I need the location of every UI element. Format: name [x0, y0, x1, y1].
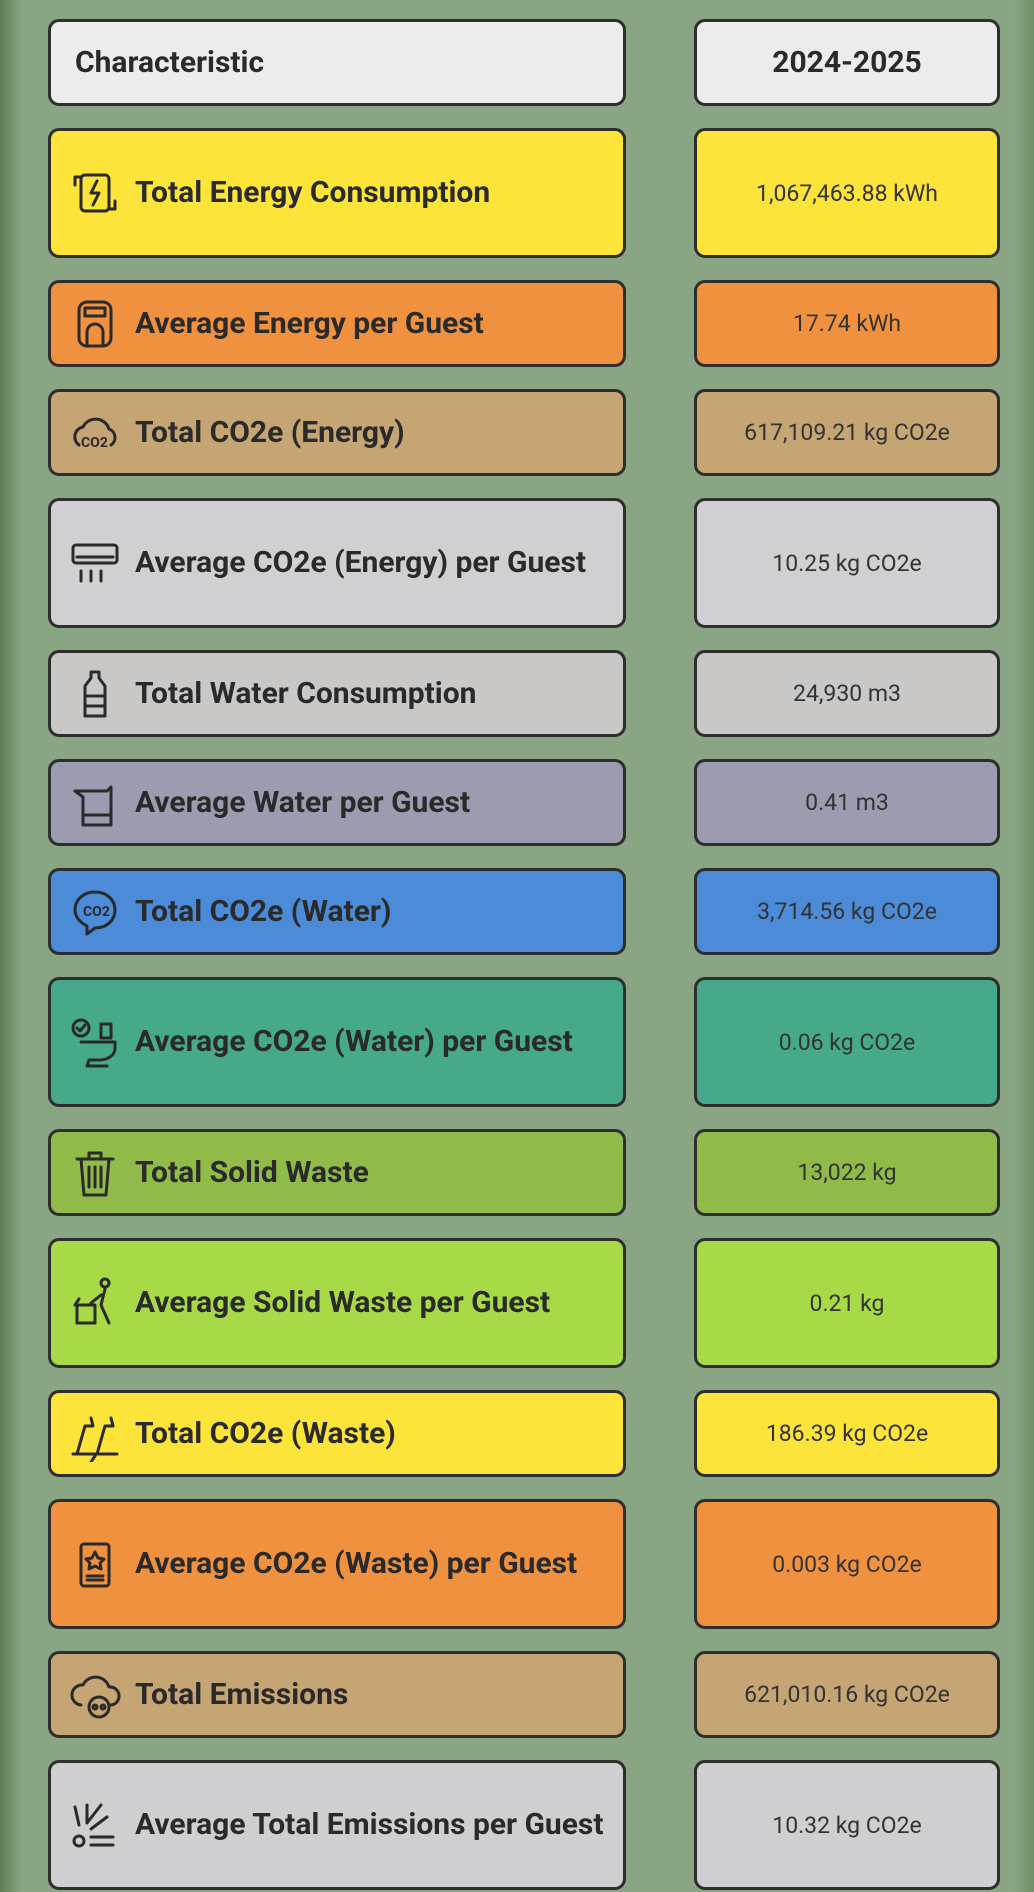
table-row: Total Water Consumption 24,930 m3: [48, 650, 1000, 737]
row-icon: [67, 165, 123, 221]
table-row: Average Water per Guest 0.41 m3: [48, 759, 1000, 846]
value-cell: 10.25 kg CO2e: [694, 498, 1000, 628]
row-icon: [67, 1275, 123, 1331]
value-cell: 0.06 kg CO2e: [694, 977, 1000, 1107]
characteristic-label: Total Water Consumption: [135, 672, 477, 716]
row-icon: [67, 1797, 123, 1853]
table-row: Total Emissions 621,010.16 kg CO2e: [48, 1651, 1000, 1738]
table-row: CO2 Total CO2e (Water) 3,714.56 kg CO2e: [48, 868, 1000, 955]
characteristic-cell: Total Energy Consumption: [48, 128, 626, 258]
value-cell: 3,714.56 kg CO2e: [694, 868, 1000, 955]
row-icon: CO2: [67, 405, 123, 461]
characteristic-cell: Average Water per Guest: [48, 759, 626, 846]
row-icon: [67, 1145, 123, 1201]
value-cell: 10.32 kg CO2e: [694, 1760, 1000, 1890]
table-row: CO2 Total CO2e (Energy) 617,109.21 kg CO2e: [48, 389, 1000, 476]
characteristic-label: Average CO2e (Waste) per Guest: [135, 1542, 577, 1586]
characteristic-cell: Average CO2e (Waste) per Guest: [48, 1499, 626, 1629]
value-cell: 186.39 kg CO2e: [694, 1390, 1000, 1477]
value-cell: 17.74 kWh: [694, 280, 1000, 367]
characteristic-label: Average Water per Guest: [135, 781, 470, 825]
row-icon: [67, 535, 123, 591]
header-cell: Characteristic: [48, 19, 626, 106]
characteristic-label: Average Energy per Guest: [135, 302, 484, 346]
characteristic-cell: Average CO2e (Energy) per Guest: [48, 498, 626, 628]
header-cell: 2024-2025: [694, 19, 1000, 106]
characteristic-label: Total CO2e (Energy): [135, 411, 405, 455]
characteristic-cell: Average Energy per Guest: [48, 280, 626, 367]
row-icon: [67, 1406, 123, 1462]
svg-text:CO2: CO2: [83, 904, 110, 920]
row-icon: [67, 296, 123, 352]
value-cell: 617,109.21 kg CO2e: [694, 389, 1000, 476]
table-row: Average CO2e (Energy) per Guest 10.25 kg …: [48, 498, 1000, 628]
row-icon: [67, 1667, 123, 1723]
row-icon: [67, 775, 123, 831]
characteristic-label: Total Emissions: [135, 1673, 348, 1717]
characteristic-cell: CO2 Total CO2e (Water): [48, 868, 626, 955]
characteristic-label: Total Energy Consumption: [135, 171, 490, 215]
value-cell: 0.41 m3: [694, 759, 1000, 846]
characteristic-label: Average Total Emissions per Guest: [135, 1803, 604, 1847]
row-icon: CO2: [67, 884, 123, 940]
value-cell: 621,010.16 kg CO2e: [694, 1651, 1000, 1738]
value-cell: 0.21 kg: [694, 1238, 1000, 1368]
table-row: Average Energy per Guest 17.74 kWh: [48, 280, 1000, 367]
characteristic-cell: Average Solid Waste per Guest: [48, 1238, 626, 1368]
characteristic-label: Total Solid Waste: [135, 1151, 369, 1195]
table-row: Average CO2e (Water) per Guest 0.06 kg CO…: [48, 977, 1000, 1107]
value-cell: 13,022 kg: [694, 1129, 1000, 1216]
table-row: Total Energy Consumption 1,067,463.88 kWh: [48, 128, 1000, 258]
characteristic-cell: Total CO2e (Waste): [48, 1390, 626, 1477]
page: Characteristic 2024-2025 Total Energy Co…: [0, 0, 1034, 1892]
header-row: Characteristic 2024-2025: [48, 19, 1000, 106]
table-row: Average CO2e (Waste) per Guest 0.003 kg C…: [48, 1499, 1000, 1629]
table-row: Average Total Emissions per Guest 10.32 k…: [48, 1760, 1000, 1890]
value-cell: 24,930 m3: [694, 650, 1000, 737]
svg-text:CO2: CO2: [81, 435, 108, 451]
characteristic-cell: Total Emissions: [48, 1651, 626, 1738]
characteristic-cell: CO2 Total CO2e (Energy): [48, 389, 626, 476]
characteristic-label: Average Solid Waste per Guest: [135, 1281, 550, 1325]
table-row: Average Solid Waste per Guest 0.21 kg: [48, 1238, 1000, 1368]
value-cell: 1,067,463.88 kWh: [694, 128, 1000, 258]
table-row: Total CO2e (Waste) 186.39 kg CO2e: [48, 1390, 1000, 1477]
characteristic-cell: Average Total Emissions per Guest: [48, 1760, 626, 1890]
characteristic-cell: Total Water Consumption: [48, 650, 626, 737]
row-icon: [67, 666, 123, 722]
characteristic-cell: Total Solid Waste: [48, 1129, 626, 1216]
table: Characteristic 2024-2025 Total Energy Co…: [48, 19, 1000, 1890]
row-icon: [67, 1536, 123, 1592]
characteristic-label: Total CO2e (Water): [135, 890, 391, 934]
table-row: Total Solid Waste 13,022 kg: [48, 1129, 1000, 1216]
characteristic-label: Total CO2e (Waste): [135, 1412, 396, 1456]
characteristic-label: Average CO2e (Water) per Guest: [135, 1020, 573, 1064]
row-icon: [67, 1014, 123, 1070]
value-cell: 0.003 kg CO2e: [694, 1499, 1000, 1629]
characteristic-cell: Average CO2e (Water) per Guest: [48, 977, 626, 1107]
characteristic-label: Average CO2e (Energy) per Guest: [135, 541, 586, 585]
